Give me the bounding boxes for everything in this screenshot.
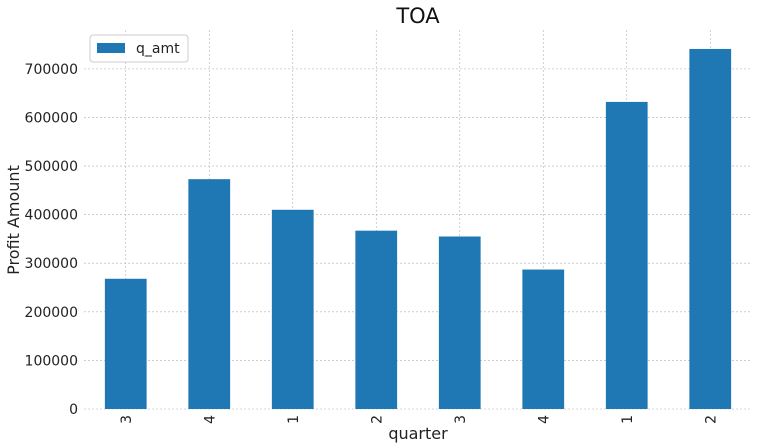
y-axis-title: Profit Amount: [4, 165, 23, 275]
bar-q_amt-5: [522, 269, 565, 409]
legend-swatch-q_amt: [97, 43, 125, 53]
x-tick-label: 3: [453, 415, 469, 424]
legend-label-q_amt: q_amt: [136, 41, 180, 57]
bar-q_amt-4: [438, 236, 481, 409]
x-tick-label: 4: [202, 415, 218, 424]
y-tick-label: 100000: [25, 353, 78, 369]
y-tick-label: 300000: [25, 256, 78, 272]
bar-q_amt-6: [605, 101, 648, 410]
y-tick-label: 600000: [25, 110, 78, 126]
x-axis-ticks: 3 4 1 2 3 4 1 2: [119, 415, 720, 424]
x-tick-label: 4: [536, 415, 552, 424]
y-axis-ticks: 0 100000 200000 300000 400000 500000 600000 700…: [25, 62, 78, 418]
x-axis-title: quarter: [388, 424, 448, 443]
chart-title: TOA: [395, 4, 440, 28]
legend: q_amt: [89, 34, 189, 63]
x-tick-label: 3: [119, 415, 135, 424]
bars-layer: [104, 48, 732, 410]
bar-q_amt-2: [271, 209, 314, 409]
x-tick-label: 2: [703, 415, 719, 424]
y-tick-label: 0: [69, 402, 78, 418]
x-tick-label: 2: [369, 415, 385, 424]
bar-q_amt-1: [188, 179, 231, 409]
y-tick-label: 200000: [25, 305, 78, 321]
grid-layer: [84, 30, 752, 410]
y-tick-label: 400000: [25, 208, 78, 224]
x-tick-label: 1: [620, 415, 636, 424]
legend-frame: [89, 34, 189, 63]
bar-q_amt-7: [689, 48, 732, 409]
x-tick-label: 1: [286, 415, 302, 424]
y-tick-label: 700000: [25, 62, 78, 78]
bar-q_amt-3: [355, 230, 398, 409]
y-tick-label: 500000: [25, 159, 78, 175]
bar-q_amt-0: [104, 278, 147, 409]
